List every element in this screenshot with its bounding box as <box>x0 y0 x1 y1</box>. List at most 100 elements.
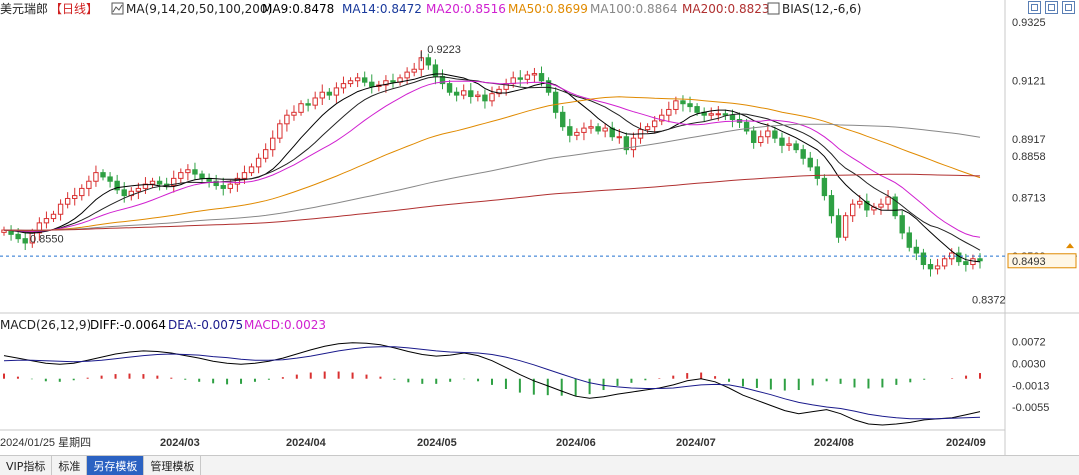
candle-down <box>623 136 630 151</box>
candle-up <box>284 114 290 125</box>
candle-down <box>560 111 566 128</box>
candle-down <box>793 143 799 151</box>
ma200-line <box>4 173 981 231</box>
candle-up <box>277 123 283 139</box>
layout-icon[interactable] <box>1028 1 1041 14</box>
window-controls <box>1028 1 1075 14</box>
candle-up <box>255 157 262 168</box>
candle-down <box>199 173 205 179</box>
date-axis-tick: 2024/06 <box>556 437 596 449</box>
candle-up <box>36 222 43 234</box>
cursor-date: 2024/01/25 星期四 <box>0 436 91 449</box>
macd-diff-line <box>3 342 981 426</box>
candle-up <box>850 203 856 217</box>
price-axis-tick: 0.8917 <box>1012 134 1046 146</box>
candle-up <box>574 131 580 136</box>
candle-up <box>79 187 85 197</box>
candle-up <box>878 203 884 208</box>
ma50-value: MA50:0.8699 <box>508 2 588 16</box>
candle-down <box>362 77 368 83</box>
grid-icon[interactable] <box>1045 1 1058 14</box>
period-label[interactable]: 【日线】 <box>50 2 98 16</box>
template-tabs: VIP指标 标准 另存模板 管理模板 <box>0 455 1079 475</box>
tab-vip-indicator[interactable]: VIP指标 <box>0 456 53 475</box>
candle-up <box>57 203 64 215</box>
candle-down <box>15 233 21 240</box>
candle-down <box>538 73 545 82</box>
candle-down <box>545 80 552 93</box>
candle-up <box>489 93 495 102</box>
candle-up <box>666 108 672 116</box>
candle-up <box>411 68 417 73</box>
candle-up <box>227 183 234 189</box>
price-axis-tick: 0.9121 <box>1012 75 1046 87</box>
ma9-line <box>3 73 981 263</box>
price-axis-tick: 0.8713 <box>1012 193 1046 205</box>
candle-down <box>779 137 785 146</box>
candle-down <box>913 246 920 254</box>
candle-down <box>369 81 375 87</box>
macd-axis-tick: -0.0013 <box>1012 380 1049 392</box>
candle-up <box>857 200 863 205</box>
candle-up <box>319 91 325 99</box>
candle-down <box>107 176 113 182</box>
low-left-annotation: 0.8550 <box>30 233 64 245</box>
candle-up <box>934 265 941 270</box>
tab-save-template[interactable]: 另存模板 <box>87 456 145 475</box>
candle-down <box>453 91 460 96</box>
current-price-label: 0.8493 <box>1012 256 1046 268</box>
candle-down <box>920 252 927 266</box>
ma50-line <box>4 96 981 232</box>
macd-axis-tick: 0.0072 <box>1012 337 1046 349</box>
low-right-annotation: 0.8372 <box>972 295 1006 307</box>
date-axis-tick: 2024/03 <box>160 437 200 449</box>
candle-up <box>758 136 764 143</box>
candle-down <box>595 126 601 132</box>
candle-up <box>270 137 276 151</box>
tab-manage-template[interactable]: 管理模板 <box>144 456 202 475</box>
candle-up <box>842 215 849 238</box>
candle-up <box>135 187 142 192</box>
candle-down <box>899 215 905 234</box>
candle-up <box>86 180 92 189</box>
candle-down <box>305 103 311 106</box>
candle-down <box>468 90 474 98</box>
macd-axis-tick: -0.0055 <box>1012 402 1049 414</box>
ma14-value: MA14:0.8472 <box>342 2 422 16</box>
candle-up <box>496 88 502 95</box>
candle-up <box>673 100 679 110</box>
ma-toggle-icon[interactable] <box>111 2 124 15</box>
ma200-tag: 0.8858 <box>1012 151 1046 163</box>
candle-up <box>93 172 99 182</box>
candle-up <box>312 97 318 106</box>
candle-up <box>64 197 71 205</box>
candle-up <box>616 136 622 139</box>
candle-up <box>404 71 410 79</box>
candle-down <box>821 177 828 197</box>
candle-down <box>213 180 219 187</box>
maximize-icon[interactable] <box>1062 1 1075 14</box>
candle-up <box>347 80 354 85</box>
candle-down <box>192 169 198 175</box>
bias-toggle-icon[interactable] <box>767 2 780 15</box>
date-axis-tick: 2024/05 <box>417 437 457 449</box>
candle-up <box>185 169 191 174</box>
candle-up <box>885 196 891 205</box>
candle-up <box>333 87 340 96</box>
candle-down <box>807 157 813 168</box>
ma200-value: MA200:0.8823 <box>682 2 770 16</box>
candle-up <box>461 90 467 96</box>
bias-label: BIAS(12,-6,6) <box>782 2 861 16</box>
candle-down <box>963 261 969 266</box>
candle-up <box>354 77 361 82</box>
candle-down <box>800 149 806 159</box>
date-axis-tick: 2024/07 <box>676 437 716 449</box>
candle-up <box>234 177 241 185</box>
candle-down <box>729 114 736 121</box>
candle-up <box>171 177 177 187</box>
candle-down <box>446 83 453 93</box>
candle-down <box>694 106 700 113</box>
tab-standard[interactable]: 标准 <box>52 456 88 475</box>
candle-up <box>531 73 538 76</box>
